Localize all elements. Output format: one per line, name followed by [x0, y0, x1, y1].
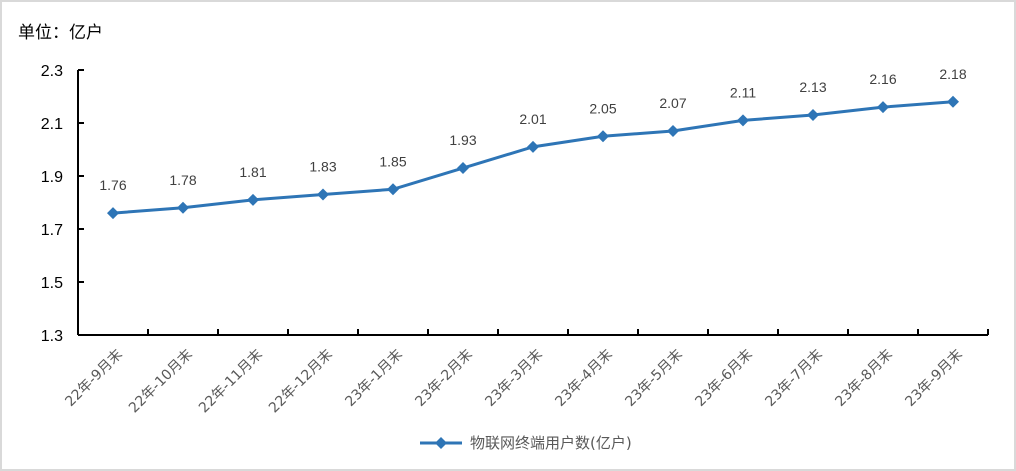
data-label: 1.85 [379, 153, 406, 169]
data-label: 2.18 [939, 66, 966, 82]
x-tick-label: 23年-3月末 [482, 347, 545, 410]
data-point-diamond [457, 162, 469, 175]
y-tick-label: 1.3 [41, 328, 63, 345]
x-tick-label: 23年-6月末 [692, 347, 755, 410]
data-label: 1.81 [239, 164, 266, 180]
x-tick-label: 22年-10月末 [126, 347, 196, 417]
data-label: 2.01 [519, 111, 546, 127]
data-label: 2.13 [799, 79, 826, 95]
y-tick-label: 1.7 [41, 222, 63, 239]
x-tick-label: 23年-7月末 [762, 347, 825, 410]
data-point-diamond [667, 124, 679, 137]
data-point-diamond [177, 201, 189, 214]
data-point-diamond [947, 95, 959, 108]
legend-line-diamond-icon [420, 436, 462, 449]
x-tick-label: 22年-12月末 [266, 347, 336, 417]
data-point-diamond [807, 109, 819, 122]
x-tick-label: 22年-9月末 [62, 347, 125, 410]
data-label: 2.05 [589, 100, 616, 116]
legend-label: 物联网终端用户数(亿户) [470, 434, 632, 452]
data-label: 1.93 [449, 132, 476, 148]
unit-label: 单位：亿户 [18, 23, 103, 43]
data-label: 1.78 [169, 172, 196, 188]
y-tick-label: 2.3 [41, 63, 63, 80]
data-point-diamond [877, 101, 889, 114]
legend: 物联网终端用户数(亿户) [418, 432, 632, 453]
data-label: 2.16 [869, 71, 896, 87]
data-point-diamond [387, 183, 399, 196]
data-label: 1.83 [309, 159, 336, 175]
data-label: 2.07 [659, 95, 686, 111]
x-tick-label: 23年-4月末 [552, 347, 615, 410]
y-tick-label: 1.5 [41, 275, 63, 292]
x-tick-label: 23年-1月末 [342, 347, 405, 410]
data-point-diamond [737, 114, 749, 127]
y-tick-label: 1.9 [41, 169, 63, 186]
data-point-diamond [247, 193, 259, 206]
data-point-diamond [317, 188, 329, 201]
x-tick-label: 23年-2月末 [412, 347, 475, 410]
data-label: 2.11 [730, 84, 756, 100]
y-tick-label: 2.1 [41, 116, 63, 133]
x-tick-label: 22年-11月末 [196, 347, 266, 417]
data-point-diamond [597, 130, 609, 143]
x-tick-label: 23年-5月末 [622, 347, 685, 410]
data-label: 1.76 [99, 177, 126, 193]
x-tick-label: 23年-9月末 [902, 347, 965, 410]
data-point-diamond [527, 140, 539, 153]
x-tick-label: 23年-8月末 [832, 347, 895, 410]
data-point-diamond [107, 207, 119, 220]
